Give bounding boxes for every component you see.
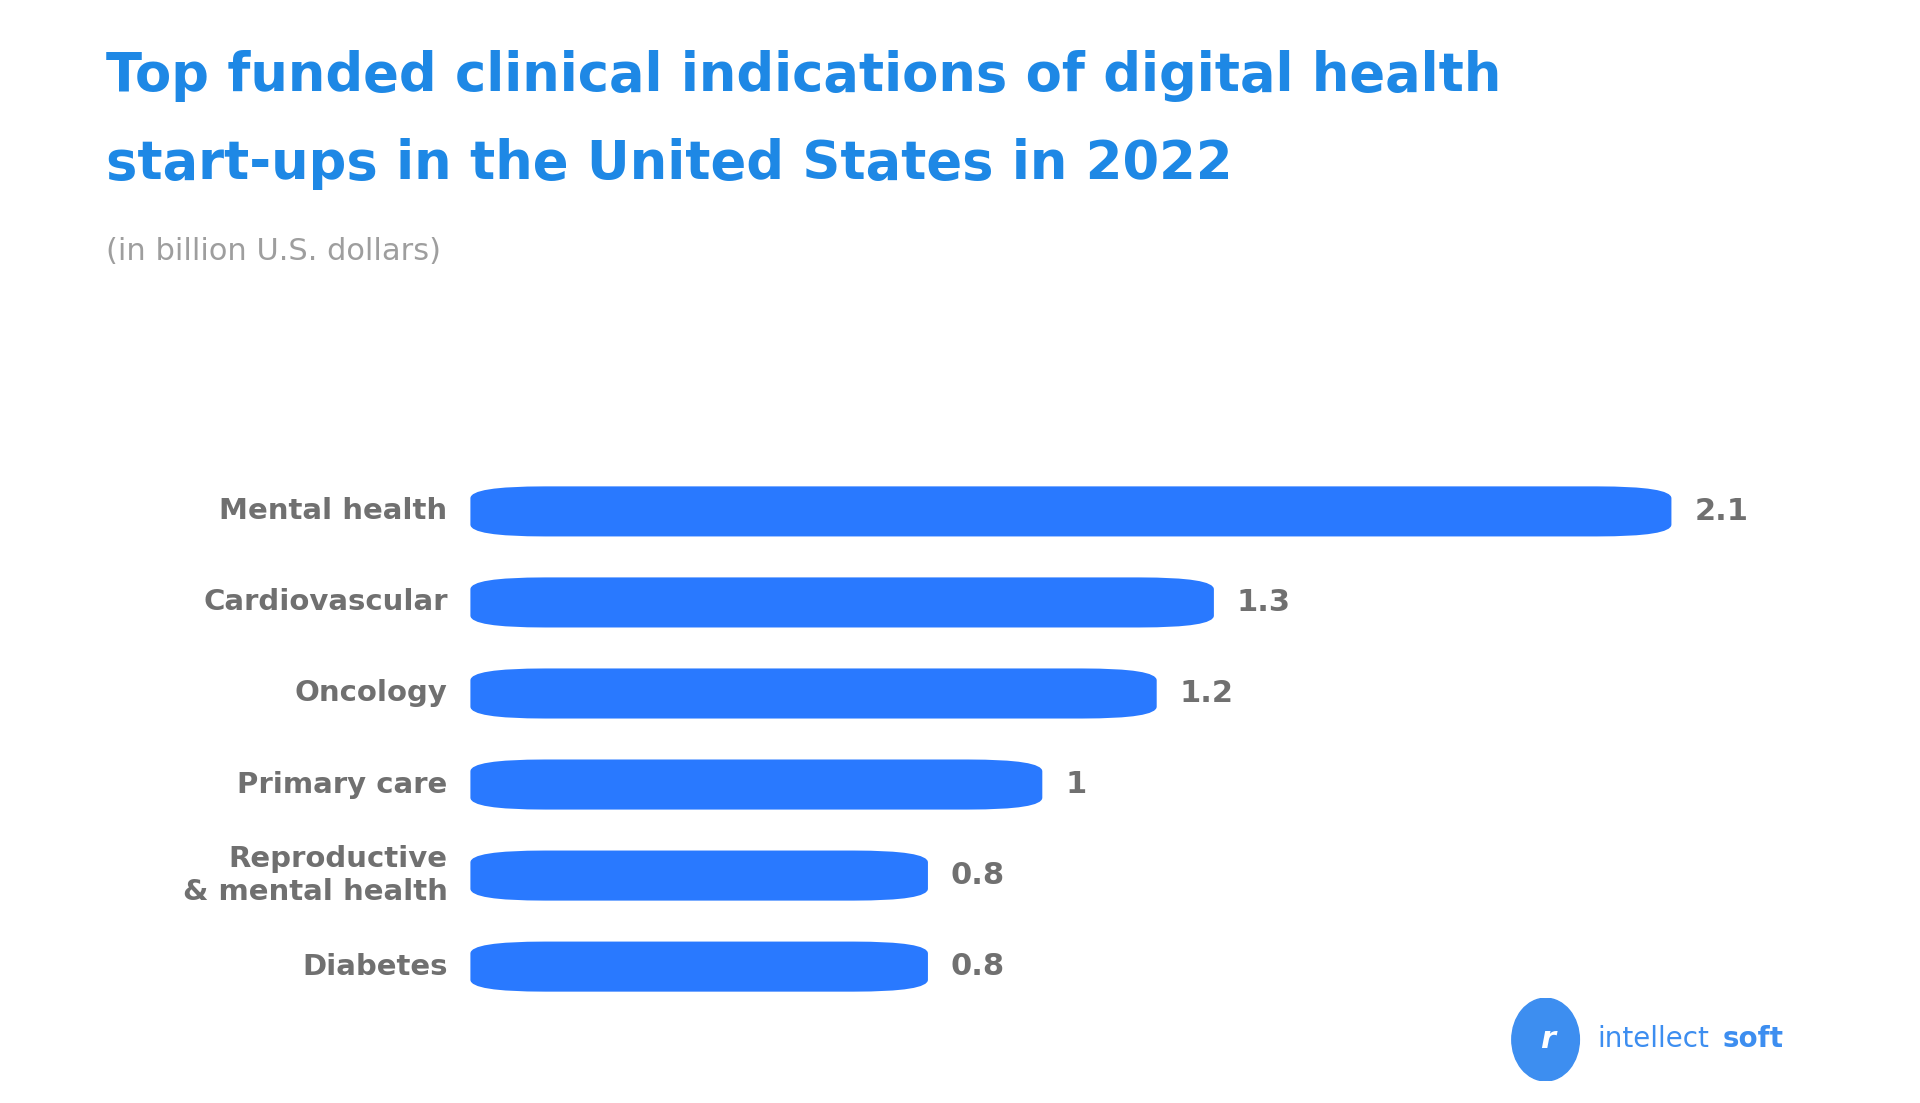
FancyBboxPatch shape <box>470 668 1156 718</box>
Text: Primary care: Primary care <box>238 771 447 799</box>
FancyBboxPatch shape <box>470 486 1672 536</box>
Text: start-ups in the United States in 2022: start-ups in the United States in 2022 <box>106 138 1233 190</box>
Text: Cardiovascular: Cardiovascular <box>204 588 447 617</box>
Text: soft: soft <box>1722 1025 1784 1053</box>
Text: 2.1: 2.1 <box>1693 497 1749 526</box>
Text: 0.8: 0.8 <box>950 952 1004 981</box>
Ellipse shape <box>1511 998 1580 1081</box>
FancyBboxPatch shape <box>470 850 927 901</box>
Text: Top funded clinical indications of digital health: Top funded clinical indications of digit… <box>106 50 1501 101</box>
Text: r: r <box>1540 1025 1555 1054</box>
Text: (in billion U.S. dollars): (in billion U.S. dollars) <box>106 237 440 266</box>
Text: 1.3: 1.3 <box>1236 588 1290 617</box>
FancyBboxPatch shape <box>470 760 1043 810</box>
Text: 0.8: 0.8 <box>950 861 1004 890</box>
Text: Mental health: Mental health <box>219 497 447 525</box>
Text: intellect: intellect <box>1597 1025 1709 1053</box>
FancyBboxPatch shape <box>470 942 927 992</box>
Text: 1: 1 <box>1066 770 1087 799</box>
Text: Oncology: Oncology <box>294 679 447 707</box>
Text: Diabetes: Diabetes <box>301 953 447 981</box>
Text: 1.2: 1.2 <box>1179 679 1233 708</box>
Text: Reproductive
& mental health: Reproductive & mental health <box>182 845 447 906</box>
FancyBboxPatch shape <box>470 577 1213 628</box>
